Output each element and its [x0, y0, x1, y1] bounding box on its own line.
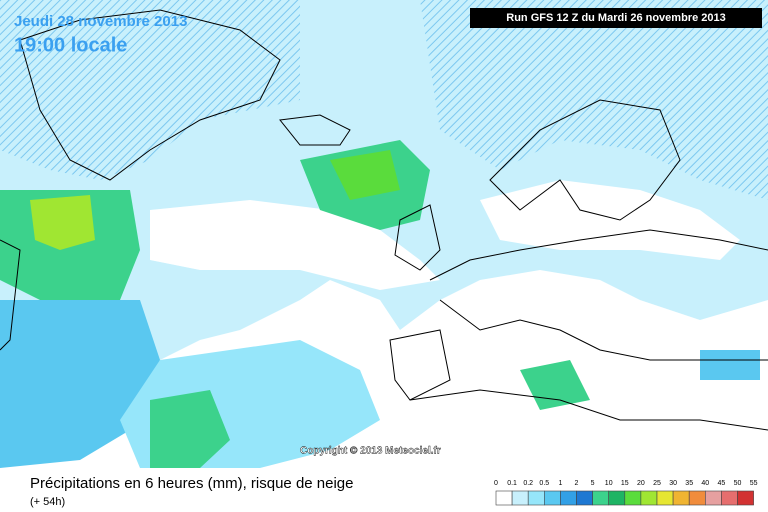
- color-box: [737, 490, 754, 506]
- footer-title: Précipitations en 6 heures (mm), risque …: [30, 475, 354, 492]
- legend-label: 10: [605, 480, 613, 487]
- color-box: [640, 490, 658, 506]
- date: Jeudi 28 novembre 2013: [14, 13, 187, 30]
- color-box: [543, 490, 561, 506]
- legend-label: 2: [575, 480, 579, 487]
- legend-label: 25: [653, 480, 661, 487]
- color-box: [672, 490, 690, 506]
- legend-label: 5: [591, 480, 595, 487]
- color-box: [592, 490, 609, 506]
- legend-label: 55: [750, 480, 758, 487]
- color-box: [511, 490, 529, 506]
- color-box: [608, 490, 626, 506]
- color-box: [704, 490, 722, 506]
- legend-label: 0.5: [539, 480, 549, 487]
- footer-subtitle: (+ 54h): [30, 496, 65, 508]
- legend: 0 0.1 0.2 0.5 1 2 5 10 15 20 25 30 35 40 45 50 55: [494, 480, 758, 506]
- legend-label: 35: [685, 480, 693, 487]
- color-box: [656, 490, 674, 506]
- run-box: [470, 8, 762, 28]
- color-box: [527, 490, 545, 506]
- color-box: [495, 490, 513, 506]
- legend-label: 0.2: [523, 480, 533, 487]
- legend-label: 20: [637, 480, 645, 487]
- color-box: [624, 490, 642, 506]
- legend-label: 40: [701, 480, 709, 487]
- legend-label: 15: [621, 480, 629, 487]
- color-box: [688, 490, 706, 506]
- color-box: [576, 490, 593, 506]
- legend-label: 45: [718, 480, 726, 487]
- color-box: [560, 490, 577, 506]
- legend-label: 1: [558, 480, 562, 487]
- run-info: Run GFS 12 Z du Mardi 26 novembre 2013: [506, 12, 725, 24]
- legend-label: 0.1: [507, 480, 517, 487]
- legend-label: 0: [494, 480, 498, 487]
- copyright: Copyright © 2013 Meteociel.fr: [300, 446, 441, 457]
- color-box: [721, 490, 738, 506]
- time: 19:00 locale: [14, 34, 127, 56]
- legend-label: 30: [669, 480, 677, 487]
- map: [0, 0, 768, 468]
- legend-label: 50: [734, 480, 742, 487]
